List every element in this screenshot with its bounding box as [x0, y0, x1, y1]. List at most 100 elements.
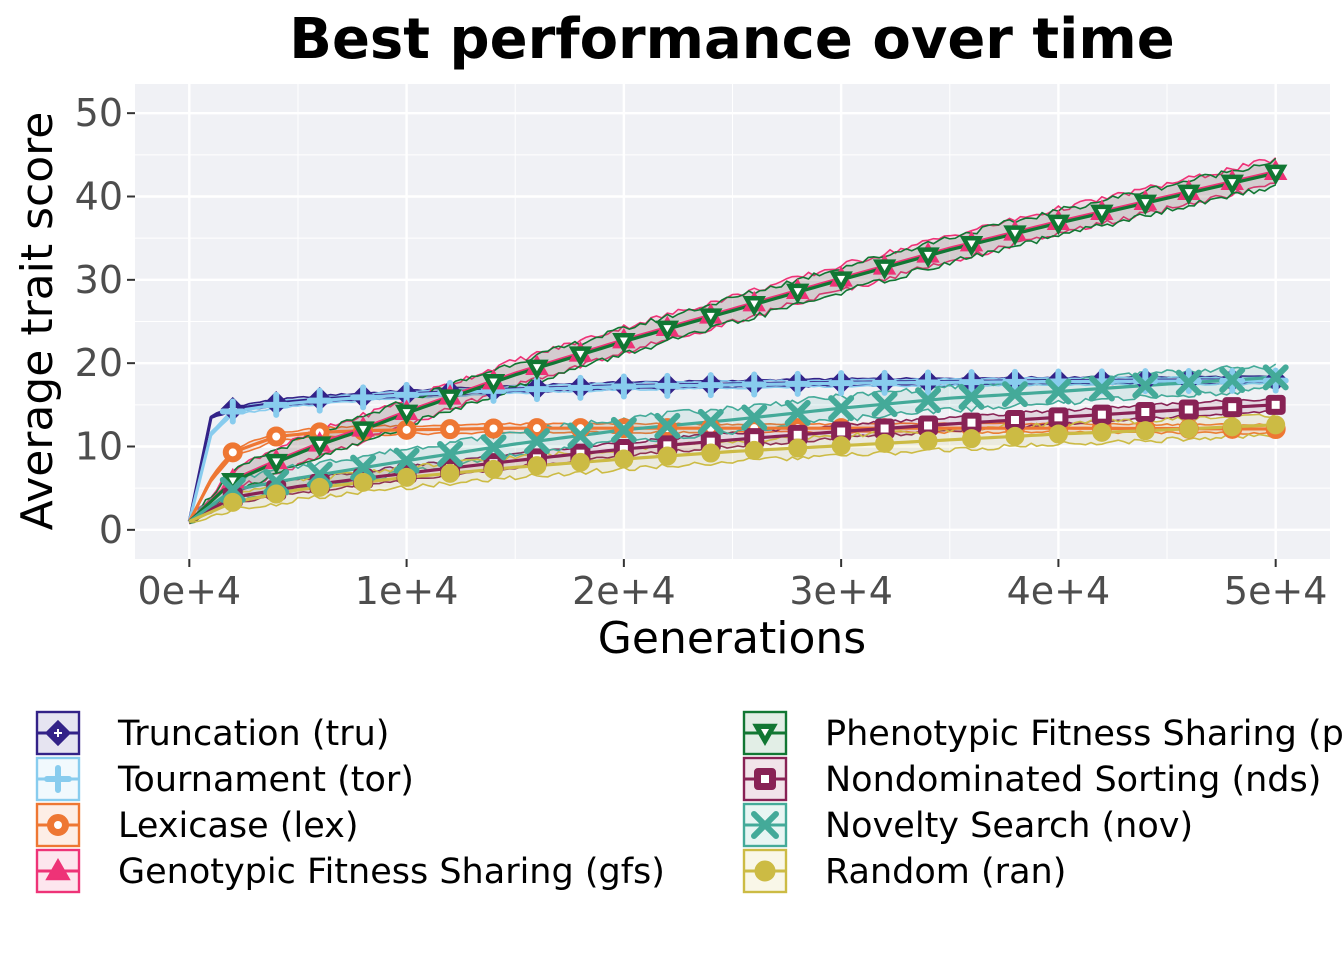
series-marker	[525, 359, 549, 381]
x-tick-label: 5e+4	[1224, 569, 1328, 613]
series-marker	[310, 477, 330, 497]
series-marker	[1175, 369, 1202, 396]
series-marker	[353, 472, 373, 492]
y-tick-label: 30	[75, 258, 123, 302]
series-marker	[787, 424, 808, 445]
series-marker	[1135, 421, 1155, 441]
series-marker	[1265, 394, 1286, 415]
series-marker	[1046, 214, 1071, 236]
series-marker	[1004, 410, 1025, 430]
series-marker	[568, 346, 593, 367]
series-marker	[744, 440, 764, 460]
series-marker	[394, 404, 419, 426]
series-marker	[263, 391, 290, 418]
series-marker	[871, 391, 898, 418]
series-marker	[527, 456, 547, 476]
series-marker	[307, 436, 332, 457]
series-marker	[958, 383, 985, 410]
legend-label: Tournament (tor)	[117, 760, 414, 800]
series-marker	[918, 415, 939, 436]
series-marker	[754, 768, 776, 790]
series-marker	[47, 814, 69, 836]
series-marker	[1048, 407, 1069, 428]
series-marker	[961, 412, 982, 433]
series-marker	[481, 374, 506, 395]
series-marker	[1263, 164, 1288, 186]
series-marker	[567, 422, 594, 449]
series-marker	[480, 434, 507, 461]
series-ribbon	[189, 413, 1276, 523]
series-marker	[741, 371, 768, 398]
series-marker	[959, 236, 984, 257]
series-marker	[915, 369, 942, 396]
series-marker	[264, 453, 288, 475]
y-tick-label: 50	[75, 91, 123, 135]
y-tick-label: 0	[99, 508, 123, 552]
series-ribbon-upper	[188, 157, 1277, 523]
legend-label: Lexicase (lex)	[118, 806, 359, 846]
series-marker	[1088, 375, 1115, 402]
legend-item: Random (ran)	[742, 848, 1066, 894]
series-marker	[1222, 417, 1242, 437]
legend-item: Tournament (tor)	[35, 756, 414, 802]
legend-label: Novelty Search (nov)	[825, 806, 1193, 846]
legend-item: Truncation (tru)	[35, 710, 389, 756]
series-marker	[785, 283, 810, 305]
x-tick-label: 4e+4	[1007, 569, 1111, 613]
series-marker	[918, 431, 938, 451]
series-marker	[871, 369, 898, 396]
series-marker	[1091, 404, 1112, 425]
series-marker	[610, 373, 637, 400]
series-marker	[1045, 378, 1072, 405]
series-marker	[1001, 381, 1028, 408]
series-marker	[962, 429, 981, 449]
series-marker	[614, 449, 634, 469]
series-markers	[219, 159, 1289, 512]
series-marker	[396, 419, 417, 440]
series-marker	[45, 857, 71, 881]
series-marker	[657, 446, 677, 466]
series-marker	[438, 389, 462, 410]
series-marker	[1220, 174, 1244, 196]
series-marker	[266, 484, 286, 504]
series-marker	[916, 247, 940, 268]
series-marker	[697, 372, 724, 399]
x-tick-label: 2e+4	[572, 569, 676, 613]
series-marker	[440, 463, 460, 483]
series-marker	[440, 419, 461, 440]
series-marker	[483, 418, 504, 439]
legend-label: Random (ran)	[825, 852, 1066, 892]
series-marker	[222, 442, 243, 463]
series-marker	[654, 412, 681, 439]
series-marker	[872, 259, 897, 280]
series-marker	[1135, 402, 1156, 422]
series-marker	[752, 723, 778, 747]
legend-item: Nondominated Sorting (nds)	[742, 756, 1321, 802]
y-tick-label: 40	[75, 175, 123, 219]
series-marker	[44, 765, 72, 793]
y-tick-label: 20	[75, 341, 123, 385]
series-marker	[829, 271, 853, 292]
series-marker	[784, 399, 811, 426]
series-marker	[958, 369, 985, 396]
x-tick-label: 3e+4	[789, 569, 893, 613]
series-marker	[1178, 399, 1199, 420]
legend-label: Phenotypic Fitness Sharing (pfs)	[825, 714, 1344, 754]
series-marker	[1048, 424, 1068, 444]
legend-item: Lexicase (lex)	[35, 802, 359, 848]
series-marker	[828, 370, 855, 397]
series-marker	[742, 296, 766, 317]
series-marker	[788, 438, 808, 458]
series-marker	[1001, 368, 1028, 395]
x-axis: 0e+4 1e+4 2e+4 3e+4 4e+4 5e+4	[138, 559, 1328, 613]
chart-title: Best performance over time	[289, 7, 1174, 72]
series-marker	[1262, 364, 1289, 391]
series-marker	[875, 433, 895, 453]
series-marker	[1092, 422, 1112, 442]
series-marker	[697, 408, 724, 435]
series-ribbon	[189, 157, 1276, 525]
series-marker	[223, 492, 243, 512]
series-marker	[219, 398, 246, 425]
series-marker	[751, 811, 779, 839]
series-marker	[570, 452, 590, 472]
